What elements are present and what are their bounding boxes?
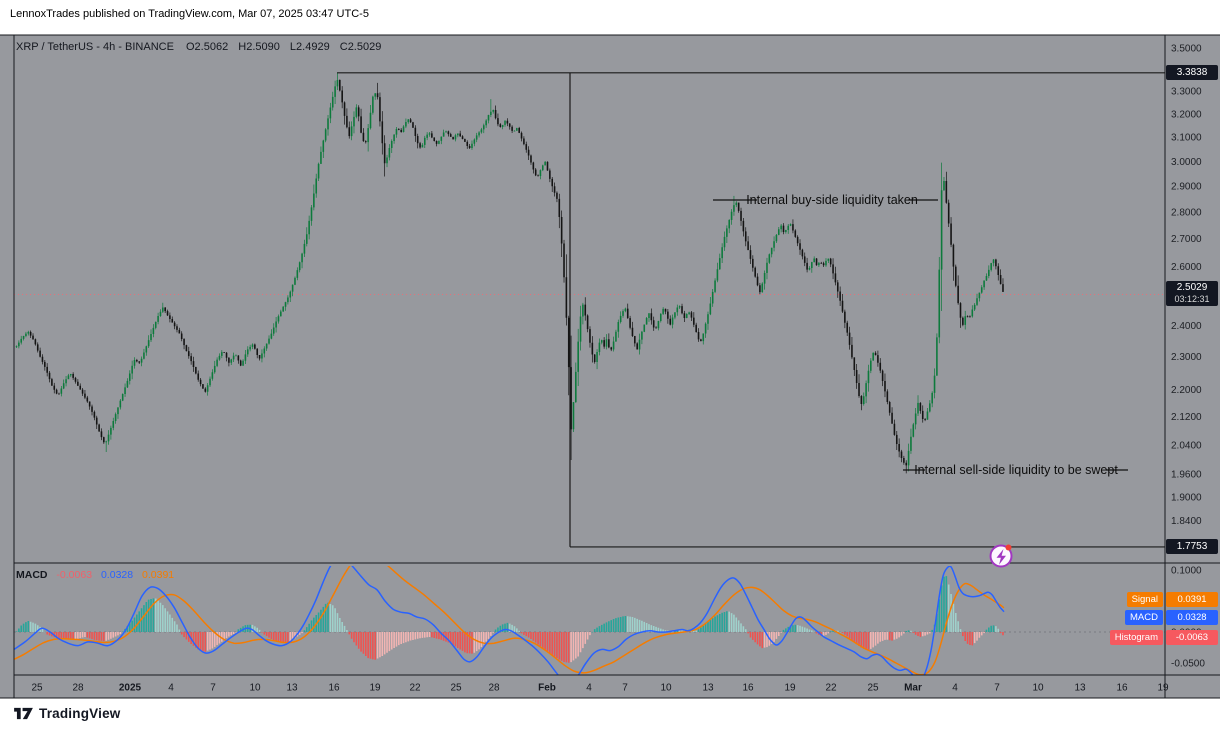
histogram-value-badge: -0.0063	[1166, 630, 1218, 645]
time-tick: 16	[742, 683, 754, 694]
time-tick: 13	[286, 683, 298, 694]
macd-pane[interactable]	[14, 555, 1005, 683]
macd-title: MACD	[16, 569, 48, 581]
macd-indicator-header[interactable]: MACD -0.0063 0.0328 0.0391	[16, 569, 180, 581]
attribution-text: LennoxTrades published on TradingView.co…	[10, 8, 369, 20]
time-tick: 16	[1116, 683, 1128, 694]
time-tick: 13	[1074, 683, 1086, 694]
price-tick: 3.2000	[1171, 109, 1202, 120]
time-tick: 28	[488, 683, 500, 694]
time-tick: 10	[249, 683, 261, 694]
price-tick: 3.3000	[1171, 87, 1202, 98]
time-tick: 28	[72, 683, 84, 694]
signal-value-badge: 0.0391	[1166, 592, 1218, 607]
price-tick: 2.9000	[1171, 182, 1202, 193]
time-tick: 10	[660, 683, 672, 694]
current-price-value: 2.5029	[1176, 282, 1208, 293]
macd-tick: 0.1000	[1171, 566, 1202, 577]
symbol-title[interactable]: XRP / TetherUS - 4h - BINANCE	[16, 41, 174, 53]
ohlc-close: C2.5029	[339, 41, 382, 53]
time-tick: 7	[622, 683, 628, 694]
time-tick: 19	[1157, 683, 1169, 694]
time-tick: 4	[586, 683, 592, 694]
macd-value-badge: 0.0328	[1166, 610, 1218, 625]
price-tick: 2.0400	[1171, 440, 1202, 451]
price-tick: 3.0000	[1171, 157, 1202, 168]
macd-hist-value: -0.0063	[56, 569, 93, 581]
tradingview-brand-text: TradingView	[39, 706, 121, 721]
buy-side-liquidity-label[interactable]: Internal buy-side liquidity taken	[746, 193, 918, 207]
signal-legend-badge: Signal	[1126, 592, 1163, 607]
time-tick: Mar	[904, 683, 922, 694]
macd-hist-neg-shrinking-path	[74, 632, 985, 663]
price-tick: 2.2000	[1171, 385, 1202, 396]
price-tick: 1.9600	[1171, 470, 1202, 481]
macd-tick: -0.0500	[1171, 659, 1205, 670]
macd-line-value: 0.0328	[100, 569, 134, 581]
time-tick: 25	[867, 683, 879, 694]
time-tick: 19	[784, 683, 796, 694]
current-price-badge: 2.5029 03:12:31	[1166, 281, 1218, 306]
time-tick: 25	[31, 683, 43, 694]
sell-side-liquidity-label[interactable]: Internal sell-side liquidity to be swept	[914, 463, 1118, 477]
histogram-legend-badge: Histogram	[1109, 630, 1163, 645]
macd-line	[14, 566, 1005, 675]
price-tick: 3.5000	[1171, 44, 1202, 55]
time-tick: 4	[952, 683, 958, 694]
time-axis[interactable]: 25 28 2025 4 7 10 13 16 19 22 25 28 Feb 4 7 10 13 16 19 22 2…	[31, 683, 1169, 694]
price-tick: 2.8000	[1171, 208, 1202, 219]
price-tick: 2.3000	[1171, 352, 1202, 363]
time-tick: 2025	[119, 683, 142, 694]
tradingview-logo-icon	[14, 707, 33, 720]
price-tick: 3.1000	[1171, 133, 1202, 144]
time-tick: 16	[328, 683, 340, 694]
macd-signal-value: 0.0391	[142, 569, 175, 581]
time-tick: 25	[450, 683, 462, 694]
ohlc-low: L2.4929	[289, 41, 330, 53]
price-tick: 2.1200	[1171, 412, 1202, 423]
macd-hist-neg-deepening-path	[46, 632, 1004, 663]
price-tick: 2.7000	[1171, 234, 1202, 245]
chart-bg	[0, 35, 1220, 698]
time-tick: Feb	[538, 683, 556, 694]
price-tick: 1.9000	[1171, 493, 1202, 504]
tradingview-footer[interactable]: TradingView	[13, 706, 120, 721]
price-tick: 1.8400	[1171, 516, 1202, 527]
ohlc-high: H2.5090	[238, 41, 280, 53]
price-tick: 2.4000	[1171, 321, 1202, 332]
symbol-header[interactable]: XRP / TetherUS - 4h - BINANCE O2.5062 H2…	[16, 41, 388, 53]
price-tick: 2.6000	[1171, 262, 1202, 273]
high-level-price-badge: 3.3838	[1166, 65, 1218, 80]
flash-icon[interactable]	[989, 544, 1013, 568]
time-tick: 4	[168, 683, 174, 694]
time-tick: 7	[994, 683, 1000, 694]
time-tick: 7	[210, 683, 216, 694]
time-tick: 10	[1032, 683, 1044, 694]
ohlc-open: O2.5062	[186, 41, 229, 53]
bar-countdown: 03:12:31	[1174, 294, 1210, 304]
macd-legend-badge: MACD	[1125, 610, 1163, 625]
time-tick: 19	[369, 683, 381, 694]
time-tick: 13	[702, 683, 714, 694]
low-level-price-badge: 1.7753	[1166, 539, 1218, 554]
time-tick: 22	[409, 683, 421, 694]
signal-line	[14, 566, 1005, 675]
time-tick: 22	[825, 683, 837, 694]
price-axis[interactable]: 3.5000 3.3000 3.2000 3.1000 3.0000 2.9000 2.80…	[1171, 44, 1205, 670]
